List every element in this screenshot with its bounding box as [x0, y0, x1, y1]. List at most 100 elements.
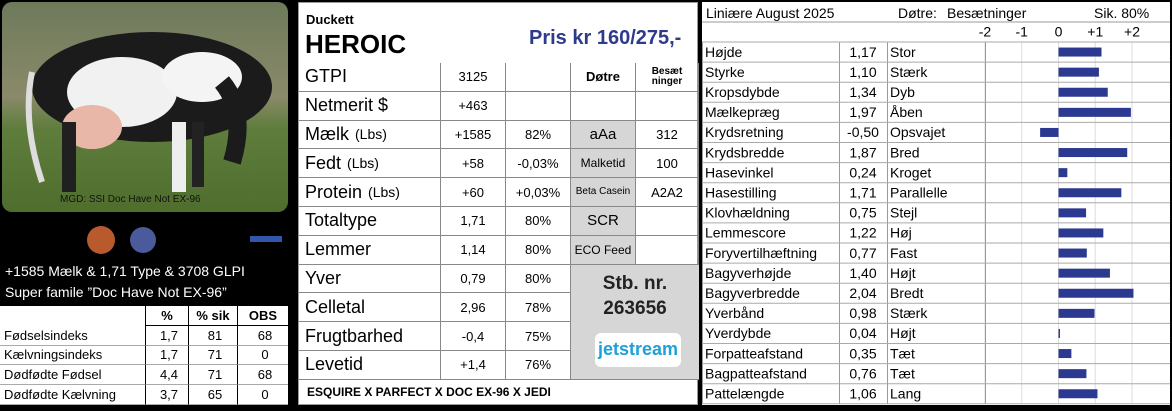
- label: Protein: [305, 181, 363, 202]
- reliability-value: 78%: [506, 293, 571, 323]
- empty-cell: [571, 91, 636, 121]
- label: Netmerit $: [305, 95, 389, 116]
- bar: [1058, 228, 1104, 238]
- bar: [1058, 389, 1098, 399]
- label: Yver: [305, 267, 342, 288]
- logo: jetstream: [595, 332, 681, 367]
- trait-name: Bagyverbredde: [705, 285, 800, 301]
- bar: [1058, 87, 1108, 97]
- trait-value: 1,34: [849, 84, 876, 100]
- index-value: +60: [441, 178, 506, 207]
- unit: (Lbs): [368, 184, 400, 201]
- table-value: 1,7: [145, 345, 188, 366]
- row-label: Yver: [299, 264, 441, 294]
- reliability-value: 80%: [506, 264, 571, 294]
- bar: [1058, 369, 1087, 379]
- bar: [1058, 208, 1087, 218]
- row-label: Totaltype: [299, 207, 441, 236]
- index-value: +1585: [441, 120, 506, 150]
- table-value: 71: [188, 365, 237, 386]
- column-header: %: [145, 306, 188, 326]
- row-label: Fødselsindeks: [0, 326, 145, 346]
- row-label: Levetid: [299, 351, 441, 380]
- trait-value: 1,10: [849, 64, 876, 80]
- trait-name: Mælkepræg: [705, 104, 780, 120]
- extra-value: A2A2: [636, 178, 699, 207]
- label: Lemmer: [305, 239, 372, 260]
- tick-label: +1: [1087, 24, 1103, 40]
- photo-caption: MGD: SSI Doc Have Not EX-96: [60, 194, 201, 205]
- trait-term: Opsvajet: [890, 124, 945, 140]
- linear-panel: Liniære August 2025 Døtre: Besætninger S…: [702, 2, 1170, 405]
- stud-number: 263656: [603, 297, 667, 319]
- trait-name: Klovhældning: [705, 205, 790, 221]
- trait-term: Stor: [890, 44, 916, 60]
- trait-name: Kropsdybde: [705, 84, 780, 100]
- trait-term: Bredt: [890, 285, 924, 301]
- reliability-value: 80%: [506, 235, 571, 265]
- extra-value: [636, 235, 699, 265]
- subline: Super famile ”Doc Have Not EX-96”: [5, 284, 227, 300]
- bar: [1058, 188, 1122, 198]
- trait-term: Lang: [890, 385, 921, 401]
- extra-value: 312: [636, 120, 699, 150]
- pedigree: ESQUIRE X PARFECT X DOC EX-96 X JEDI: [307, 384, 551, 399]
- logos: [87, 226, 282, 254]
- reliability-value: [506, 63, 571, 92]
- index-value: 3125: [441, 63, 506, 92]
- reliability: Sik. 80%: [1094, 5, 1150, 21]
- herds-label: Besætninger: [947, 5, 1027, 21]
- trait-value: 0,24: [849, 164, 876, 180]
- trait-term: Dyb: [890, 84, 915, 100]
- bar: [1058, 168, 1068, 178]
- table-value: 68: [237, 325, 288, 346]
- extra-label: Beta Casein: [571, 178, 636, 207]
- label: Levetid: [305, 354, 364, 375]
- trait-name: Bagyverhøjde: [705, 265, 792, 281]
- row-label: Protein (Lbs): [299, 178, 441, 207]
- trait-value: 0,77: [849, 245, 876, 261]
- table-value: 68: [237, 365, 288, 386]
- tick-label: -2: [979, 24, 992, 40]
- trait-term: Tæt: [890, 365, 915, 381]
- bar: [1040, 127, 1059, 137]
- label: Mælk: [305, 123, 349, 144]
- table-value: 65: [188, 385, 237, 405]
- table-value: 3,7: [145, 385, 188, 405]
- trait-name: Krydsbredde: [705, 144, 785, 160]
- index-table: %% sik OBS Fødselsindeks 1,7 81 68 Kælvningsin…: [0, 306, 288, 405]
- trait-term: Parallelle: [890, 184, 948, 200]
- trait-term: Højt: [890, 325, 916, 341]
- bar: [1058, 67, 1099, 77]
- trait-term: Stærk: [890, 305, 928, 321]
- trait-value: -0,50: [847, 124, 879, 140]
- trait-term: Højt: [890, 265, 916, 281]
- trait-name: Yverdybde: [705, 325, 771, 341]
- reliability-value: 80%: [506, 207, 571, 236]
- trait-name: Hasestilling: [705, 184, 777, 200]
- label: Celletal: [305, 296, 366, 317]
- row-label: GTPI: [299, 63, 441, 92]
- trait-value: 1,22: [849, 225, 876, 241]
- bar: [1058, 148, 1128, 158]
- photo: [2, 2, 288, 212]
- reliability-value: +0,03%: [506, 178, 571, 207]
- trait-term: Stejl: [890, 205, 917, 221]
- indices-panel: Duckett HEROIC Pris kr 160/275,- Døtre Be…: [298, 2, 699, 405]
- linear-title: Liniære August 2025: [706, 5, 835, 21]
- trait-term: Kroget: [890, 164, 931, 180]
- empty-cell: [636, 91, 699, 121]
- price: Pris kr 160/275,-: [529, 27, 682, 49]
- extra-label: aAa: [571, 120, 636, 150]
- column-header: % sik: [188, 306, 237, 326]
- trait-name: Foryvertilhæftning: [705, 245, 817, 261]
- trait-name: Yverbånd: [705, 305, 764, 321]
- trait-value: 1,97: [849, 104, 876, 120]
- index-value: 2,96: [441, 293, 506, 323]
- index-value: +1,4: [441, 351, 506, 380]
- extra-value: [636, 207, 699, 236]
- bar: [1058, 328, 1060, 338]
- label: Totaltype: [305, 210, 378, 231]
